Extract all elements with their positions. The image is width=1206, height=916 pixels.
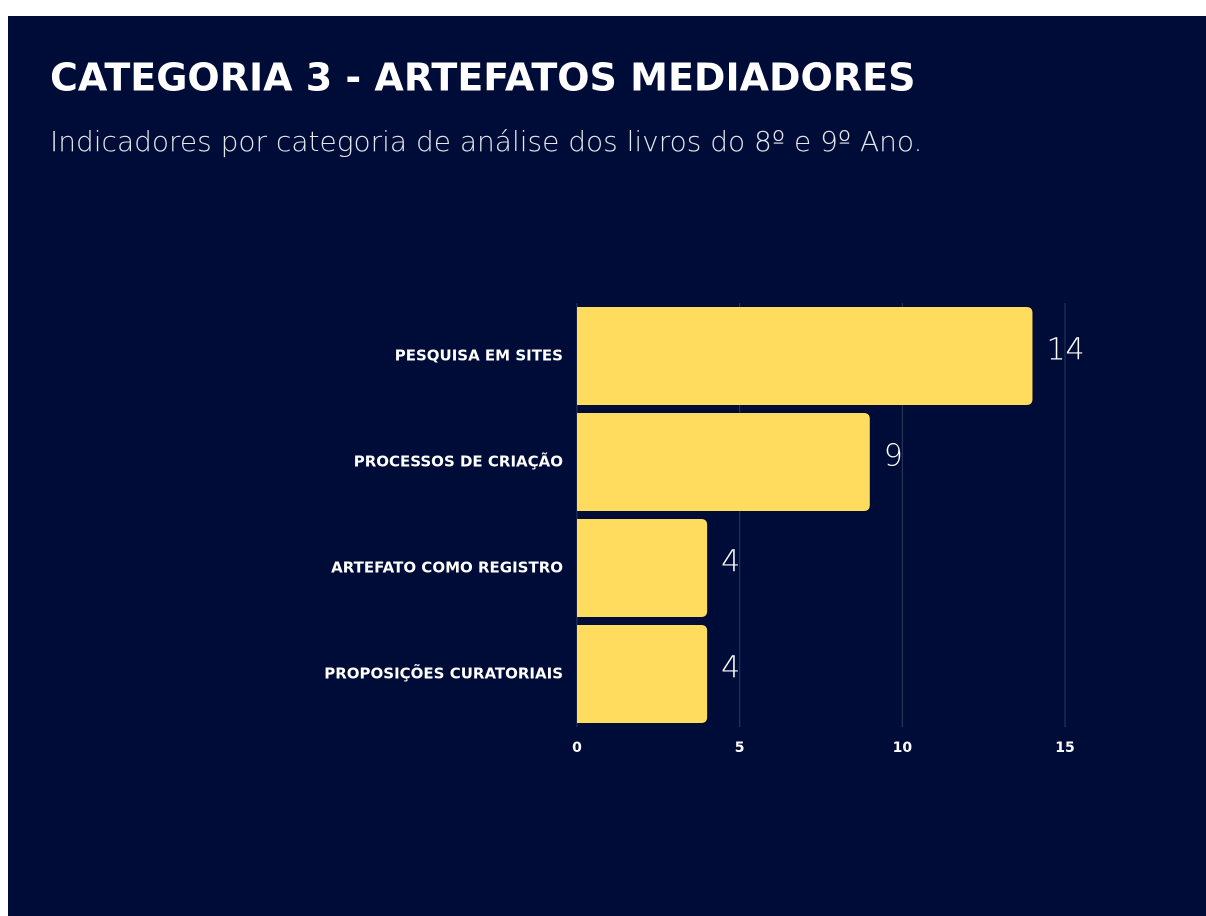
value-label: 4	[721, 651, 740, 686]
y-tick-label: ARTEFATO COMO REGISTRO	[331, 559, 563, 577]
y-tick-label: PESQUISA EM SITES	[395, 347, 563, 365]
bar	[577, 625, 708, 723]
bar	[577, 307, 1033, 405]
x-tick-label: 5	[735, 740, 745, 756]
y-tick-label: PROCESSOS DE CRIAÇÃO	[354, 452, 563, 471]
bar	[577, 413, 870, 511]
x-tick-label: 15	[1055, 740, 1074, 756]
chart-subtitle: Indicadores por categoria de análise dos…	[50, 125, 922, 158]
x-tick-label: 10	[893, 740, 913, 756]
x-tick-label: 0	[572, 740, 582, 756]
chart-title: CATEGORIA 3 - ARTEFATOS MEDIADORES	[50, 56, 915, 100]
value-label: 4	[721, 545, 740, 580]
value-label: 9	[884, 439, 903, 474]
value-label: 14	[1046, 333, 1084, 368]
y-tick-label: PROPOSIÇÕES CURATORIAIS	[324, 664, 563, 683]
bar	[577, 519, 708, 617]
